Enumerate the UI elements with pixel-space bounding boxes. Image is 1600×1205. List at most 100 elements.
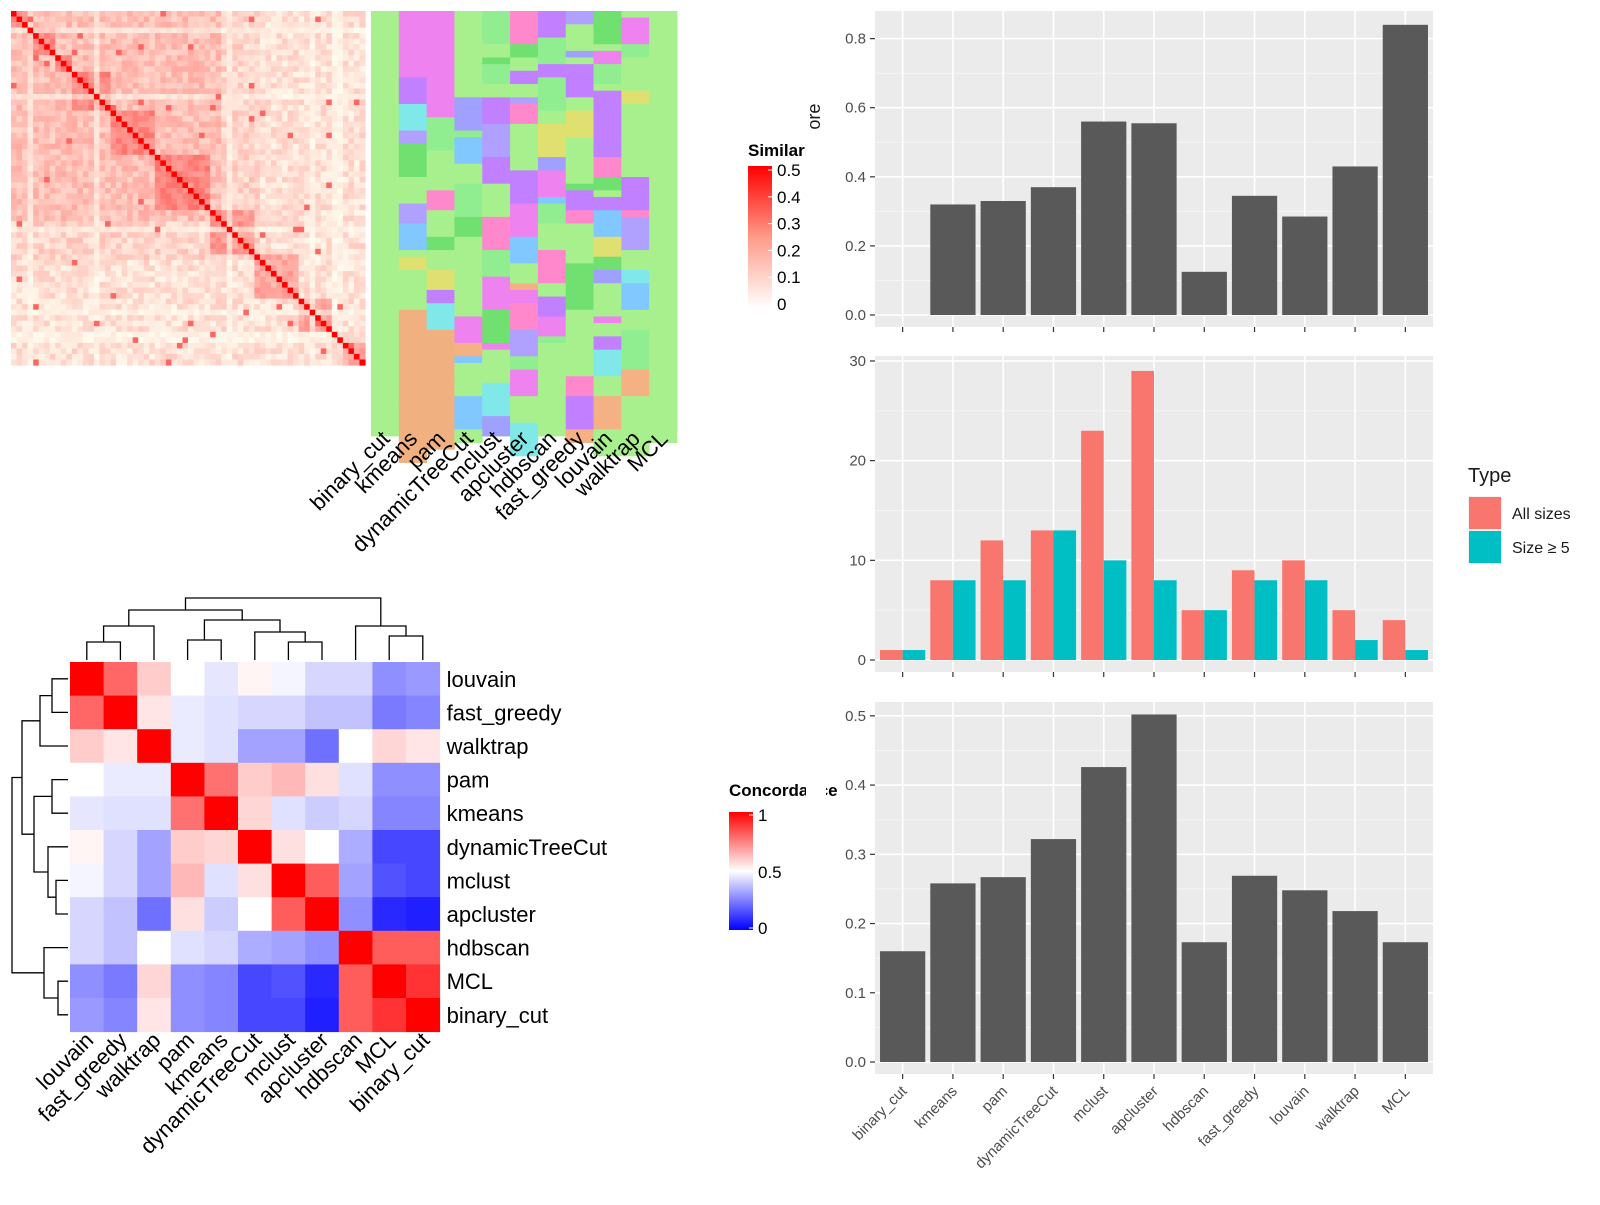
similarity-cell xyxy=(132,237,139,244)
similarity-cell xyxy=(49,215,56,222)
similarity-cell xyxy=(154,138,161,145)
similarity-cell xyxy=(237,93,244,101)
similarity-cell xyxy=(193,293,200,300)
similarity-cell xyxy=(232,315,239,322)
similarity-cell xyxy=(221,49,228,56)
similarity-cell xyxy=(99,337,106,344)
similarity-cell xyxy=(110,11,117,18)
similarity-cell xyxy=(71,210,78,217)
similarity-cell xyxy=(55,66,62,73)
similarity-cell xyxy=(27,154,34,161)
similarity-cell xyxy=(60,60,67,67)
similarity-cell xyxy=(33,154,40,161)
membership-cell xyxy=(454,64,483,98)
similarity-cell xyxy=(49,232,56,239)
similarity-cell xyxy=(176,38,184,45)
y-tick-label: 0.0 xyxy=(845,307,866,324)
similarity-cell xyxy=(276,320,283,327)
legend-label: All sizes xyxy=(1512,506,1571,523)
similarity-cell xyxy=(348,55,355,62)
similarity-cell xyxy=(154,149,161,156)
similarity-cell xyxy=(298,210,305,217)
concordance-cell xyxy=(103,796,138,831)
similarity-cell xyxy=(348,254,355,261)
similarity-cell xyxy=(121,304,128,311)
similarity-cell xyxy=(11,320,18,327)
similarity-cell xyxy=(44,93,51,101)
similarity-cell xyxy=(55,22,62,29)
similarity-cell xyxy=(204,105,211,112)
similarity-cell xyxy=(49,320,56,327)
similarity-cell xyxy=(22,304,29,311)
bar xyxy=(1131,370,1154,660)
similarity-cell xyxy=(88,204,95,211)
similarity-cell xyxy=(22,237,29,244)
similarity-cell xyxy=(182,110,189,117)
similarity-cell xyxy=(359,11,366,18)
similarity-cell xyxy=(176,309,184,316)
membership-cell xyxy=(426,150,455,171)
similarity-cell xyxy=(193,287,200,294)
similarity-cell xyxy=(71,309,78,316)
similarity-cell xyxy=(298,132,305,139)
similarity-cell xyxy=(171,232,178,239)
similarity-cell xyxy=(282,342,289,350)
similarity-cell xyxy=(265,193,272,200)
similarity-cell xyxy=(204,33,211,40)
similarity-cell xyxy=(315,110,322,117)
similarity-cell xyxy=(298,259,305,267)
similarity-cell xyxy=(165,215,173,222)
similarity-cell xyxy=(304,116,311,123)
similarity-cell xyxy=(315,127,322,134)
membership-cell xyxy=(371,11,400,38)
similarity-cell xyxy=(210,105,217,112)
similarity-cell xyxy=(22,326,29,333)
similarity-cell xyxy=(55,127,62,134)
similarity-cell xyxy=(93,298,101,305)
similarity-cell xyxy=(204,315,211,322)
similarity-cell xyxy=(44,298,51,305)
similarity-cell xyxy=(22,138,29,145)
similarity-cell xyxy=(304,171,311,178)
similarity-cell xyxy=(105,49,112,56)
similarity-cell xyxy=(116,342,123,350)
membership-cell xyxy=(593,236,622,258)
similarity-cell xyxy=(22,33,29,40)
similarity-cell xyxy=(309,188,316,195)
similarity-cell xyxy=(66,66,73,73)
similarity-cell xyxy=(331,171,338,178)
similarity-cell xyxy=(110,49,117,56)
similarity-cell xyxy=(116,33,123,40)
similarity-cell xyxy=(22,77,29,84)
similarity-cell xyxy=(16,204,23,211)
similarity-cell xyxy=(342,160,350,167)
similarity-cell xyxy=(143,66,150,73)
similarity-cell xyxy=(193,33,200,40)
similarity-cell xyxy=(254,282,261,289)
similarity-cell xyxy=(44,16,51,23)
similarity-cell xyxy=(82,71,90,78)
similarity-cell xyxy=(33,105,40,112)
similarity-cell xyxy=(38,204,45,211)
x-tick-label: MCL xyxy=(1379,1083,1413,1117)
similarity-cell xyxy=(204,49,211,56)
similarity-cell xyxy=(210,55,217,62)
similarity-cell xyxy=(320,99,327,106)
similarity-cell xyxy=(38,320,45,327)
similarity-cell xyxy=(171,116,178,123)
similarity-cell xyxy=(60,132,67,139)
similarity-cell xyxy=(320,282,327,289)
similarity-cell xyxy=(243,11,250,18)
similarity-cell xyxy=(49,199,56,206)
membership-cell xyxy=(649,349,678,430)
similarity-cell xyxy=(342,71,350,78)
similarity-cell xyxy=(71,77,78,84)
similarity-cell xyxy=(121,315,128,322)
similarity-cell xyxy=(182,60,189,67)
similarity-cell xyxy=(348,237,355,244)
similarity-cell xyxy=(82,254,90,261)
similarity-cell xyxy=(237,33,244,40)
similarity-cell xyxy=(38,342,45,350)
similarity-cell xyxy=(33,199,40,206)
similarity-cell xyxy=(243,38,250,45)
